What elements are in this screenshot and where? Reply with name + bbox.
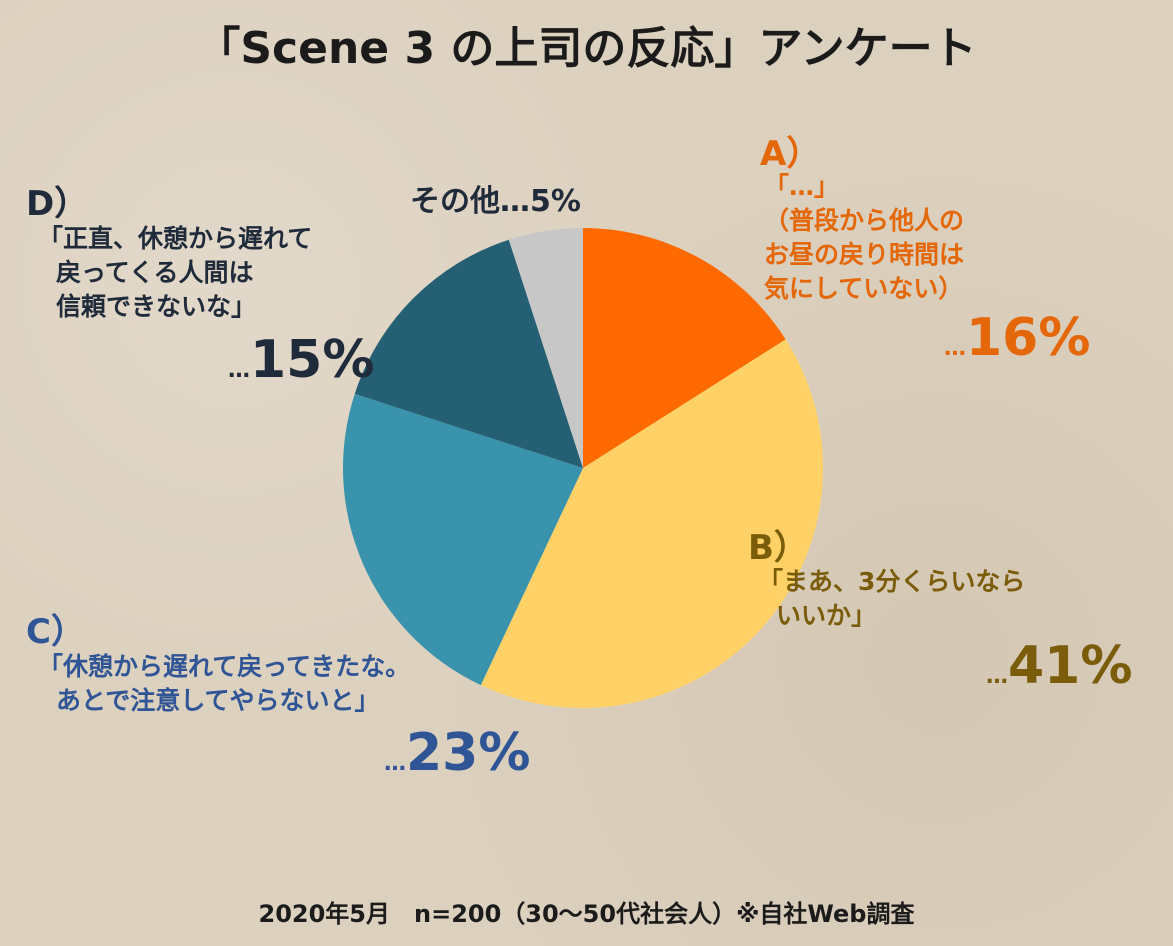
label-a-line-1: 「…」 — [764, 172, 840, 201]
footer-note: 2020年5月 n=200（30〜50代社会人）※自社Web調査 — [258, 900, 915, 928]
label-d-line-2: 戻ってくる人間は — [56, 258, 254, 287]
pie-slice-e — [508, 228, 583, 468]
label-c-letter: C） — [26, 612, 85, 652]
label-d-percent: …15% — [228, 330, 374, 390]
pie-slice-a — [583, 228, 786, 468]
label-c-percent: …23% — [384, 723, 530, 783]
label-b-dots: … — [986, 664, 1008, 689]
label-d-line-1: 「正直、休憩から遅れて — [38, 224, 313, 253]
label-c-dots: … — [384, 751, 406, 776]
label-c-value: 23% — [406, 723, 531, 783]
label-a-percent: …16% — [944, 308, 1090, 368]
label-c-quote: 「休憩から遅れて戻ってきたな。 あとで注意してやらないと」 — [38, 650, 410, 718]
label-b-line-2: いいか」 — [776, 601, 877, 630]
chart-title: 「Scene 3 の上司の反応」アンケート — [196, 23, 977, 74]
label-a-letter: A） — [760, 134, 821, 174]
label-a-value: 16% — [966, 308, 1091, 368]
label-a-line-3: お昼の戻り時間は — [764, 240, 965, 269]
label-d-line-3: 信頼できないな」 — [56, 292, 257, 321]
label-d-dots: … — [228, 358, 250, 383]
label-c-line-2: あとで注意してやらないと」 — [56, 686, 380, 715]
label-d-value: 15% — [250, 330, 375, 390]
label-a-line-4: 気にしていない） — [764, 274, 964, 303]
label-other: その他…5% — [410, 184, 581, 219]
label-c-line-1: 「休憩から遅れて戻ってきたな。 — [38, 652, 411, 681]
label-b-quote: 「まあ、3分くらいなら いいか」 — [758, 565, 1025, 633]
label-b-percent: …41% — [986, 636, 1132, 696]
label-b-letter: B） — [748, 528, 808, 568]
pie-slice-c — [342, 393, 583, 686]
label-b-value: 41% — [1008, 636, 1133, 696]
pie-slice-b — [480, 339, 824, 708]
label-a-dots: … — [944, 336, 966, 361]
label-b-line-1: 「まあ、3分くらいなら — [758, 567, 1026, 596]
label-a-quote: 「…」 （普段から他人の お昼の戻り時間は 気にしていない） — [764, 170, 964, 306]
label-d-quote: 「正直、休憩から遅れて 戻ってくる人間は 信頼できないな」 — [38, 222, 312, 324]
label-d-letter: D） — [26, 184, 89, 224]
label-a-line-2: （普段から他人の — [764, 206, 965, 235]
pie-slice-d — [354, 239, 583, 468]
